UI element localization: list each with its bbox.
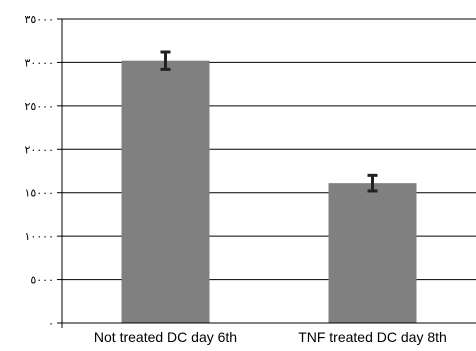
x-tick-label: TNF treated DC day 8th [298,329,447,345]
error-bar [367,173,378,193]
axes [57,18,476,328]
x-tick-label: Not treated DC day 6th [94,329,237,345]
x-tick-labels: Not treated DC day 6th TNF treated DC day… [94,329,447,345]
error-bars [160,50,378,193]
y-tick-label: ١٠٠٠٠ [24,230,54,243]
y-tick-label: ٠ [48,317,54,330]
bars [121,60,417,323]
y-tick-label: ٢٥٠٠٠ [24,100,54,113]
y-tick-labels: ٠ ٥٠٠٠ ١٠٠٠٠ ١٥٠٠٠ ٢٠٠٠٠ ٢٥٠٠٠ ٣٠٠٠٠ ٣٥٠٠٠ [24,13,54,330]
y-tick-label: ٣٥٠٠٠ [24,13,54,26]
bar [328,183,417,323]
y-tick-label: ١٥٠٠٠ [24,187,54,200]
error-bar [160,50,171,71]
y-tick-label: ٢٠٠٠٠ [24,143,54,156]
y-tick-label: ٥٠٠٠ [30,274,54,287]
y-tick-label: ٣٠٠٠٠ [24,56,54,69]
bar [121,60,210,323]
